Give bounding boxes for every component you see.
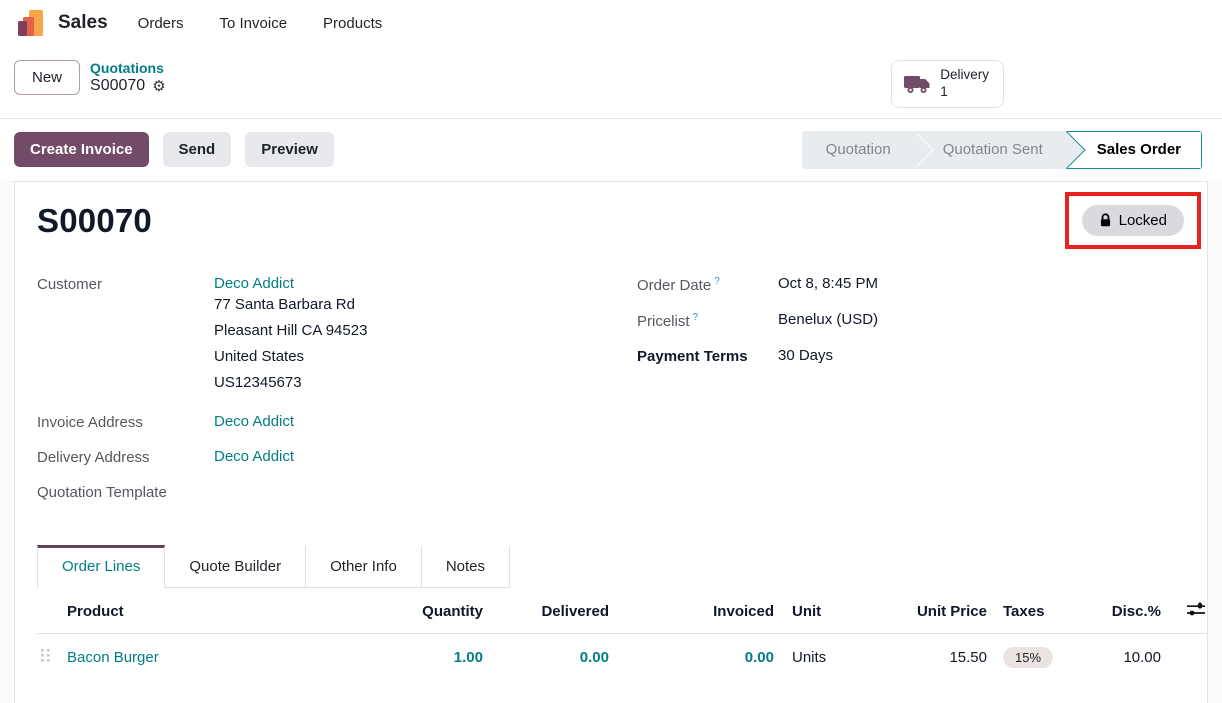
- nav-item-products[interactable]: Products: [323, 14, 383, 32]
- sales-order-sheet: S00070 Locked Customer Deco Addict 77 Sa…: [14, 180, 1208, 703]
- column-header-invoiced[interactable]: Invoiced: [713, 602, 774, 620]
- address-line: US12345673: [214, 373, 302, 391]
- invoice-address-field: Invoice Address Deco Addict: [37, 413, 637, 431]
- truck-icon: [904, 75, 930, 93]
- customer-link[interactable]: Deco Addict: [214, 274, 295, 292]
- delivery-button-count: 1: [940, 83, 948, 99]
- breadcrumb-current: S00070: [90, 77, 146, 94]
- page-title: S00070: [37, 201, 152, 239]
- top-navbar: Sales Orders To Invoice Products: [0, 0, 1222, 46]
- help-icon: ?: [714, 275, 720, 287]
- column-header-disc[interactable]: Disc.%: [1111, 602, 1161, 620]
- delivery-address-field: Delivery Address Deco Addict: [37, 448, 637, 466]
- tab-order-lines[interactable]: Order Lines: [37, 544, 166, 588]
- breadcrumb: Quotations S00070 ⚙: [90, 60, 166, 95]
- tab-notes[interactable]: Notes: [421, 544, 510, 588]
- form-view: S00070 Locked Customer Deco Addict 77 Sa…: [0, 180, 1222, 703]
- adjust-columns-button[interactable]: [1165, 588, 1207, 634]
- preview-button[interactable]: Preview: [245, 132, 334, 168]
- address-line: Pleasant Hill CA 94523: [214, 321, 368, 339]
- breadcrumb-quotations-link[interactable]: Quotations: [90, 60, 164, 76]
- column-header-product[interactable]: Product: [67, 602, 124, 620]
- unit-price-cell[interactable]: 15.50: [868, 632, 991, 681]
- tab-quote-builder[interactable]: Quote Builder: [165, 544, 307, 588]
- status-stage-quotation-sent[interactable]: Quotation Sent: [942, 140, 1043, 158]
- customer-label: Customer: [37, 275, 103, 293]
- delivery-address-label: Delivery Address: [37, 448, 150, 466]
- payment-terms-field: Payment Terms 30 Days: [637, 347, 1185, 365]
- locked-button-label: Locked: [1118, 211, 1167, 229]
- quotation-template-field: Quotation Template: [37, 483, 637, 501]
- column-header-unit[interactable]: Unit: [792, 602, 822, 620]
- delivered-cell[interactable]: 0.00: [487, 632, 613, 681]
- customer-field: Customer Deco Addict 77 Santa Barbara Rd…: [37, 275, 637, 396]
- tab-other-info[interactable]: Other Info: [306, 544, 422, 588]
- nav-menu: Orders To Invoice Products: [138, 15, 383, 32]
- status-stage-sales-order[interactable]: Sales Order: [1047, 130, 1202, 169]
- locked-highlight-annotation: Locked: [1064, 191, 1201, 249]
- locked-button[interactable]: Locked: [1081, 204, 1184, 236]
- notebook-tabs: Order Lines Quote Builder Other Info Not…: [37, 544, 1185, 588]
- app-name: Sales: [58, 12, 108, 33]
- create-invoice-button[interactable]: Create Invoice: [14, 132, 149, 168]
- delivery-address-link[interactable]: Deco Addict: [214, 447, 295, 465]
- order-lines-table: Product Quantity Delivered Invoiced Unit…: [37, 588, 1207, 681]
- nav-item-orders[interactable]: Orders: [137, 14, 184, 32]
- column-header-unit-price[interactable]: Unit Price: [916, 602, 987, 620]
- lock-icon: [1100, 213, 1110, 227]
- app-brand[interactable]: Sales: [16, 7, 108, 39]
- quantity-cell[interactable]: 1.00: [363, 632, 487, 681]
- taxes-cell[interactable]: 15%: [991, 632, 1083, 681]
- pricelist-field: Pricelist? Benelux (USD): [637, 311, 1185, 330]
- address-line: United States: [214, 347, 305, 365]
- column-header-quantity[interactable]: Quantity: [422, 602, 483, 620]
- pricelist-label: Pricelist?: [637, 311, 699, 330]
- delivery-button-label: Delivery: [940, 67, 989, 82]
- help-icon: ?: [692, 311, 699, 323]
- statusbar: Quotation Quotation Sent Sales Order: [801, 130, 1202, 169]
- new-button[interactable]: New: [14, 60, 81, 95]
- table-header-row: Product Quantity Delivered Invoiced Unit…: [37, 588, 1207, 634]
- nav-item-to-invoice[interactable]: To Invoice: [219, 14, 288, 32]
- discount-cell[interactable]: 10.00: [1083, 632, 1165, 681]
- delivery-smart-button[interactable]: Delivery 1: [891, 60, 1004, 108]
- order-date-value[interactable]: Oct 8, 8:45 PM: [778, 274, 879, 292]
- order-date-label: Order Date?: [637, 275, 720, 294]
- address-line: 77 Santa Barbara Rd: [214, 295, 355, 313]
- order-line-row[interactable]: Bacon Burger 1.00 0.00 0.00 Units 15.50 …: [37, 632, 1207, 681]
- adjust-columns-icon: [1187, 601, 1205, 616]
- action-bar: Create Invoice Send Preview Quotation Qu…: [0, 118, 1222, 181]
- status-stage-quotation[interactable]: Quotation: [825, 140, 891, 158]
- customer-address: 77 Santa Barbara Rd Pleasant Hill CA 945…: [214, 292, 367, 396]
- pricelist-value[interactable]: Benelux (USD): [778, 310, 879, 328]
- unit-cell[interactable]: Units: [778, 632, 868, 681]
- invoice-address-label: Invoice Address: [37, 413, 143, 431]
- quotation-template-label: Quotation Template: [37, 483, 167, 501]
- invoice-address-link[interactable]: Deco Addict: [214, 412, 295, 430]
- send-button[interactable]: Send: [162, 132, 232, 168]
- order-date-field: Order Date? Oct 8, 8:45 PM: [637, 275, 1185, 294]
- column-header-taxes[interactable]: Taxes: [1003, 602, 1045, 620]
- breadcrumb-bar: New Quotations S00070 ⚙ Delivery 1: [0, 46, 1222, 119]
- invoiced-cell[interactable]: 0.00: [613, 632, 778, 681]
- drag-handle-icon[interactable]: [37, 632, 63, 681]
- sales-app-icon: [18, 10, 43, 36]
- column-header-delivered[interactable]: Delivered: [541, 602, 609, 620]
- gear-icon[interactable]: ⚙: [152, 77, 166, 95]
- tax-badge[interactable]: 15%: [1003, 646, 1054, 668]
- payment-terms-label: Payment Terms: [637, 347, 748, 365]
- product-link[interactable]: Bacon Burger: [67, 648, 159, 666]
- payment-terms-value[interactable]: 30 Days: [778, 346, 834, 364]
